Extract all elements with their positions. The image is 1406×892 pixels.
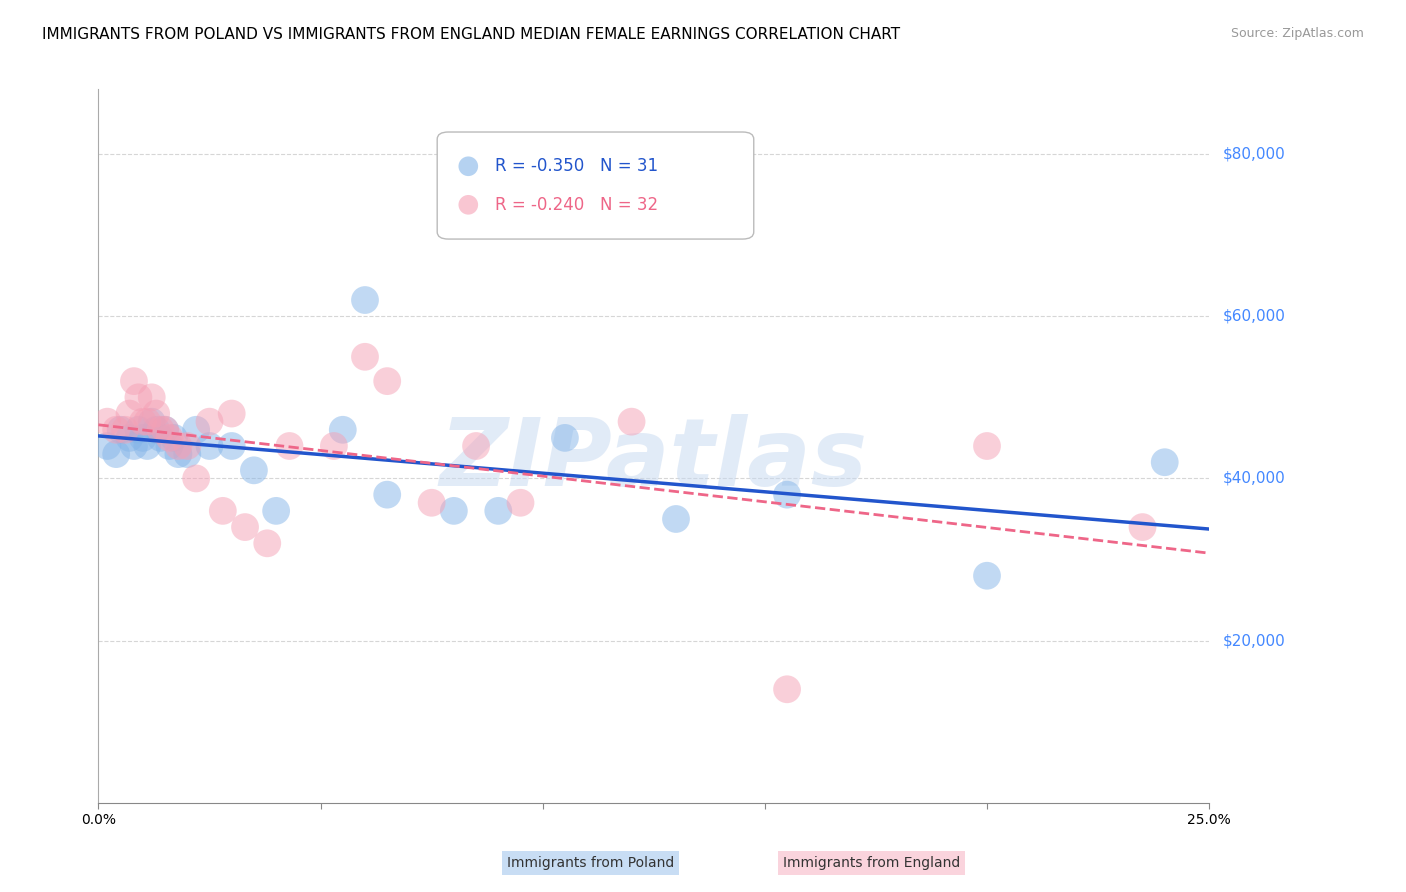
Point (96, 415, 118, 429)
Point (221, 407, 243, 421)
Point (976, 568, 998, 582)
Point (105, 447, 128, 461)
Point (114, 423, 136, 437)
Text: $20,000: $20,000 (1222, 633, 1285, 648)
Point (354, 350, 377, 364)
Text: R = -0.350   N = 31: R = -0.350 N = 31 (495, 157, 658, 175)
Point (149, 431, 172, 445)
Point (375, 488, 398, 502)
Point (1132, 520, 1154, 534)
Text: $40,000: $40,000 (1222, 471, 1285, 486)
Point (375, 374, 398, 388)
Point (136, 415, 159, 429)
Point (211, 504, 233, 518)
Point (122, 374, 145, 388)
Point (153, 423, 176, 437)
Text: R = -0.240   N = 32: R = -0.240 N = 32 (495, 196, 658, 214)
Point (976, 439, 998, 453)
Point (176, 439, 198, 453)
Point (322, 439, 344, 453)
Point (153, 423, 176, 437)
Point (443, 504, 465, 518)
Text: Immigrants from England: Immigrants from England (783, 855, 960, 870)
Point (420, 496, 443, 510)
Point (465, 439, 488, 453)
Point (141, 415, 163, 429)
Text: Immigrants from Poland: Immigrants from Poland (508, 855, 673, 870)
Point (136, 439, 159, 453)
Point (145, 423, 167, 437)
Text: ZIPatlas: ZIPatlas (440, 414, 868, 507)
Point (221, 439, 243, 453)
Point (127, 390, 149, 404)
Point (159, 439, 181, 453)
Point (176, 447, 198, 461)
Point (127, 423, 149, 437)
Point (118, 431, 141, 445)
Point (776, 682, 799, 697)
Point (256, 536, 278, 550)
Point (198, 439, 221, 453)
Text: Source: ZipAtlas.com: Source: ZipAtlas.com (1230, 27, 1364, 40)
Point (145, 407, 167, 421)
Point (620, 415, 643, 429)
Point (132, 431, 155, 445)
Point (159, 431, 181, 445)
Point (278, 439, 301, 453)
Point (186, 423, 208, 437)
Point (149, 423, 172, 437)
Point (354, 293, 377, 307)
Point (198, 415, 221, 429)
Point (243, 463, 266, 477)
Point (167, 439, 190, 453)
Text: $80,000: $80,000 (1222, 146, 1285, 161)
Point (264, 504, 287, 518)
Point (665, 512, 688, 526)
Point (509, 496, 531, 510)
Text: IMMIGRANTS FROM POLAND VS IMMIGRANTS FROM ENGLAND MEDIAN FEMALE EARNINGS CORRELA: IMMIGRANTS FROM POLAND VS IMMIGRANTS FRO… (42, 27, 900, 42)
Point (118, 407, 141, 421)
Point (105, 423, 128, 437)
Point (1153, 455, 1175, 469)
Point (96, 439, 118, 453)
Point (554, 431, 576, 445)
Point (132, 415, 155, 429)
Point (486, 504, 509, 518)
Point (163, 431, 186, 445)
Point (122, 439, 145, 453)
Point (332, 423, 354, 437)
Point (776, 488, 799, 502)
Point (141, 390, 163, 404)
Point (110, 423, 132, 437)
Point (186, 471, 208, 485)
FancyBboxPatch shape (437, 132, 754, 239)
Point (167, 447, 190, 461)
Point (233, 520, 256, 534)
Text: $60,000: $60,000 (1222, 309, 1285, 324)
